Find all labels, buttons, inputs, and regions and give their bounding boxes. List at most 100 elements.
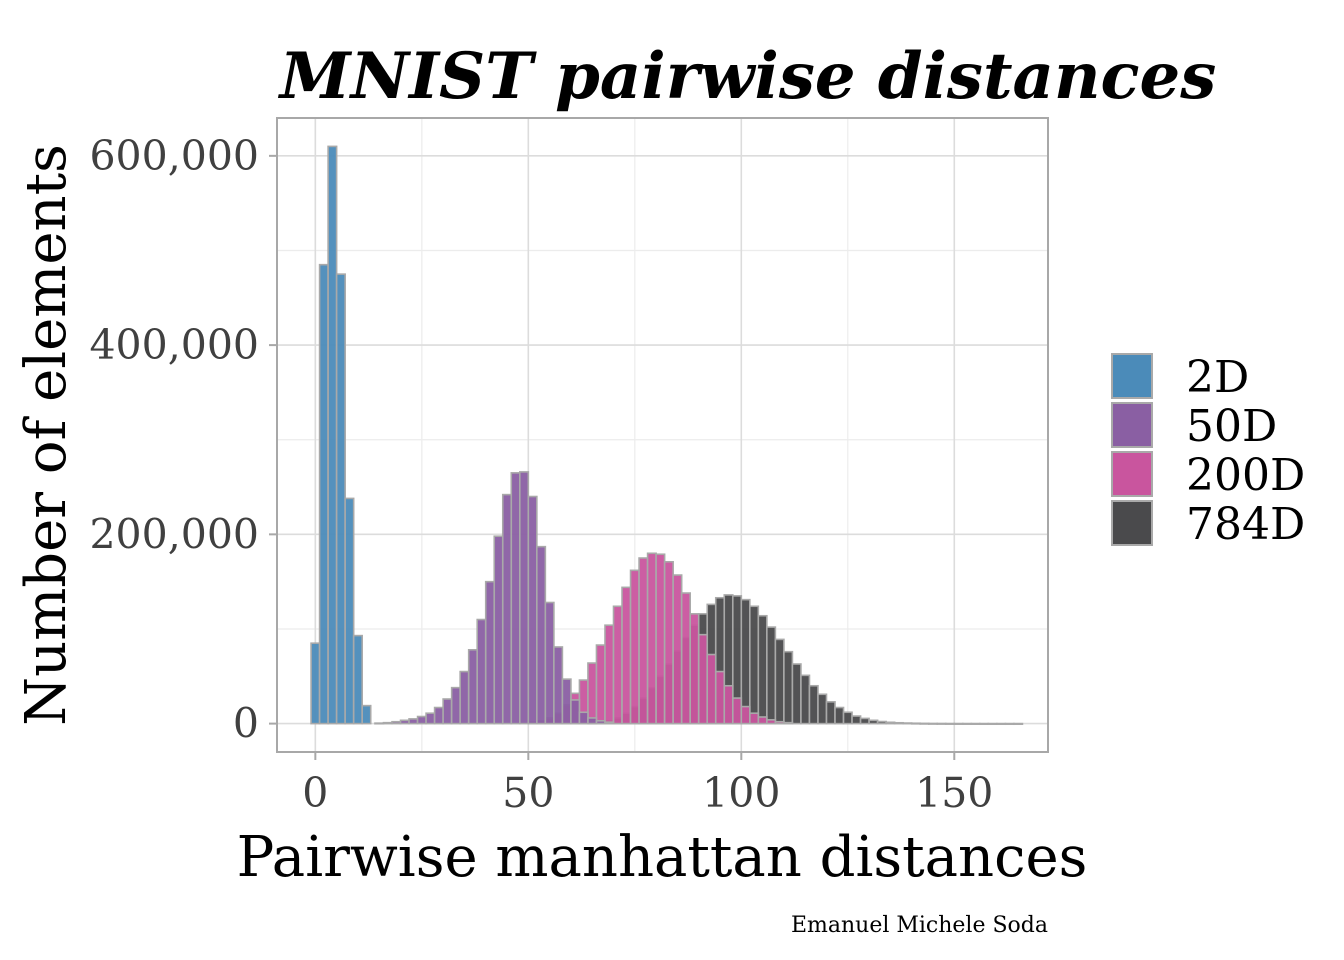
bar [851, 715, 862, 725]
bar [774, 638, 785, 725]
bar [621, 586, 632, 725]
bar [706, 653, 717, 725]
bar [527, 495, 538, 725]
bar [344, 497, 355, 725]
bar [800, 674, 811, 725]
bar [910, 722, 922, 725]
bar [893, 721, 904, 725]
bar [587, 717, 598, 725]
bar [919, 722, 930, 725]
bar [536, 545, 547, 725]
bar [570, 699, 581, 725]
bar [399, 719, 410, 725]
bar [714, 670, 726, 725]
legend-label: 200D [1186, 450, 1305, 501]
bar [672, 574, 683, 725]
bar [774, 720, 785, 725]
legend-key [1111, 402, 1153, 448]
bar [595, 644, 606, 725]
bar [825, 701, 836, 725]
plot-border [276, 117, 1049, 753]
bar [484, 580, 496, 725]
bar [352, 634, 363, 725]
bar [612, 605, 623, 725]
series-200D [527, 552, 794, 725]
bar [310, 642, 321, 725]
bar [962, 722, 973, 725]
bar [766, 626, 777, 725]
bar [936, 722, 947, 725]
x-axis-title: Pairwise manhattan distances [237, 825, 1088, 890]
bar [442, 698, 453, 725]
bar [604, 721, 615, 725]
bar [987, 722, 998, 726]
bar [953, 722, 964, 725]
bar [391, 720, 402, 725]
bar [493, 535, 504, 725]
bar [374, 722, 385, 725]
bar [817, 693, 828, 725]
bar [335, 273, 346, 725]
bar [510, 472, 521, 725]
bar [749, 712, 760, 725]
x-axis-ticks: 0 50 100 150 [302, 752, 993, 817]
bar [783, 721, 794, 725]
series-50D [374, 471, 615, 725]
y-axis-title: Number of elements [14, 144, 79, 726]
bar [783, 650, 794, 725]
bar [834, 706, 845, 725]
series-2D [310, 145, 372, 725]
bar [450, 686, 461, 725]
bar [970, 722, 981, 726]
bar [318, 263, 329, 725]
bar [868, 719, 879, 725]
x-tick-label: 50 [502, 769, 554, 817]
bar [476, 618, 487, 725]
bar [553, 646, 564, 725]
bar [587, 662, 598, 725]
bar [757, 716, 768, 725]
bar [996, 722, 1007, 726]
legend-key [1111, 451, 1153, 497]
bar [1013, 722, 1024, 726]
legend-key [1111, 353, 1153, 399]
bar [467, 649, 479, 725]
y-tick-label: 600,000 [89, 132, 259, 180]
bar [382, 721, 393, 725]
bar [885, 721, 896, 725]
y-tick-label: 0 [233, 700, 259, 748]
bar [902, 722, 913, 725]
bar [1004, 722, 1015, 726]
bar [842, 711, 853, 725]
bar [876, 720, 887, 725]
bar [731, 697, 743, 725]
bar [561, 678, 572, 725]
bar [655, 553, 666, 725]
bar [791, 663, 802, 725]
bar [433, 706, 444, 725]
bar [663, 560, 674, 725]
bar [646, 552, 657, 725]
y-tick-label: 400,000 [89, 321, 259, 369]
bar [544, 601, 555, 725]
bar [638, 557, 649, 725]
bar [578, 711, 589, 725]
legend-label: 2D [1186, 352, 1249, 403]
x-tick-label: 100 [702, 769, 780, 817]
bar [689, 613, 700, 725]
bar [927, 722, 939, 725]
bars [310, 145, 1024, 726]
bar [740, 598, 751, 725]
x-tick-label: 150 [915, 769, 993, 817]
bar [327, 145, 338, 725]
bar [723, 684, 734, 725]
legend-key [1111, 500, 1153, 546]
bar [408, 718, 419, 725]
bar [595, 719, 606, 725]
bar [459, 670, 470, 725]
bar [859, 717, 870, 725]
bar [757, 614, 768, 725]
y-tick-label: 200,000 [89, 510, 259, 558]
